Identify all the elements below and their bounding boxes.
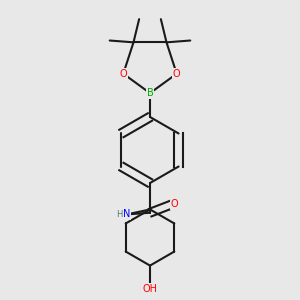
Text: O: O: [173, 69, 181, 79]
Text: N: N: [123, 209, 130, 219]
Text: H: H: [116, 210, 123, 219]
Text: O: O: [119, 69, 127, 79]
Text: OH: OH: [142, 284, 158, 294]
Text: O: O: [171, 200, 178, 209]
Text: B: B: [147, 88, 153, 98]
